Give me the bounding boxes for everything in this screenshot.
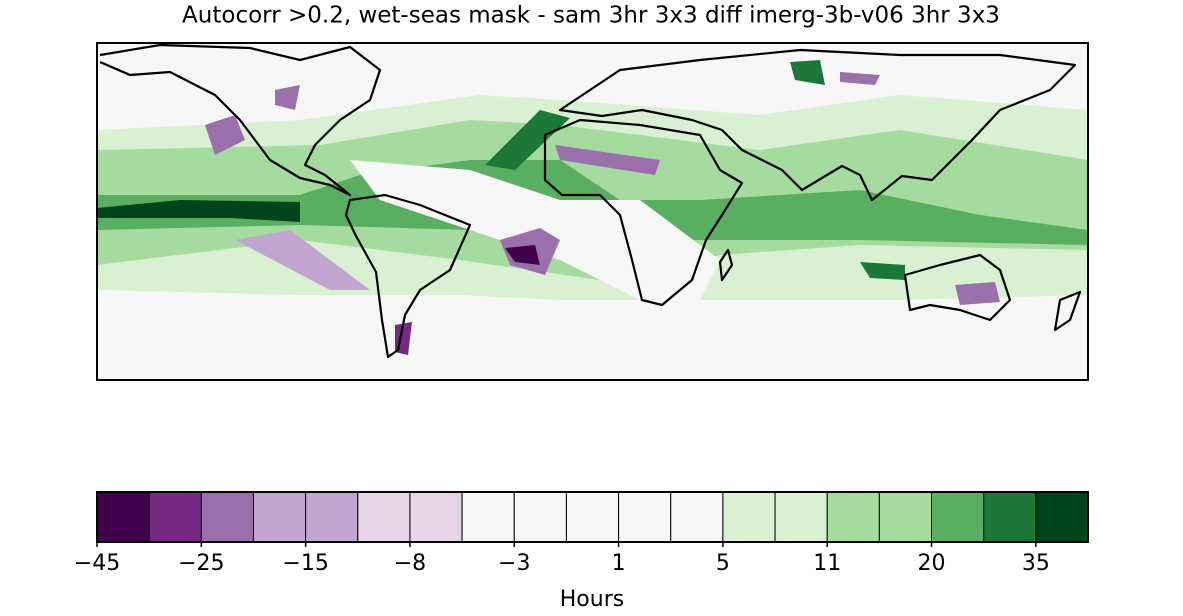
- purple-patch: [840, 72, 880, 85]
- title: Autocorr >0.2, wet-seas mask - sam 3hr 3…: [182, 3, 1000, 29]
- colorbar-box: [565, 491, 620, 543]
- colorbar-tick-label: 5: [716, 551, 730, 576]
- dark-green-patch: [485, 110, 570, 170]
- map-frame: [96, 42, 1089, 381]
- purple-patch: [205, 115, 245, 155]
- colorbar-tick-label: 35: [1022, 551, 1050, 576]
- purple-patch: [275, 85, 300, 110]
- dark-green-patch: [790, 60, 825, 85]
- coastline: [344, 193, 472, 359]
- purple-patch: [235, 230, 370, 290]
- colorbar-box: [774, 491, 828, 543]
- dark-green-patch: [860, 262, 905, 280]
- colorbar-tick-label: −15: [282, 551, 328, 576]
- purple-patch: [555, 145, 660, 175]
- colorbar-frame: [96, 491, 1089, 543]
- colorbar-box: [931, 491, 985, 543]
- colorbar-box: [878, 491, 933, 543]
- colorbar-box: [200, 491, 254, 543]
- colorbar-box: [357, 491, 411, 543]
- colorbar-box: [513, 491, 567, 543]
- colorbar-tick-label: −3: [498, 551, 530, 576]
- colorbar-box: [409, 491, 463, 543]
- colorbar: −45 −25 −15 −8 −3 1 5 11 20 35: [74, 491, 1089, 576]
- purple-patch: [955, 282, 1000, 305]
- colorbar-tick-label: 1: [612, 551, 626, 576]
- colorbar-tick-label: 20: [918, 551, 946, 576]
- colorbar-box: [461, 491, 515, 543]
- colorbar-box: [1035, 491, 1089, 543]
- coastline: [543, 118, 744, 307]
- coastline: [558, 48, 1077, 202]
- colorbar-box: [618, 491, 672, 543]
- colorbar-box: [826, 491, 880, 543]
- colorbar-tick-label: 11: [813, 551, 841, 576]
- colorbar-box: [983, 491, 1037, 543]
- colorbar-tick-label: −25: [178, 551, 224, 576]
- coastline: [903, 253, 1012, 322]
- map: [96, 42, 1089, 381]
- colorbar-box: [670, 491, 724, 543]
- colorbar-box: [148, 491, 202, 543]
- coastline: [99, 43, 382, 197]
- colorbar-tick-label: −45: [74, 551, 120, 576]
- colorbar-tick-label: −8: [394, 551, 426, 576]
- colorbar-box: [722, 491, 776, 543]
- colorbar-box: [252, 491, 307, 543]
- colorbar-box: [96, 491, 150, 543]
- colorbar-label: Hours: [560, 587, 624, 612]
- colorbar-box: [305, 491, 359, 543]
- purple-patch: [505, 245, 540, 265]
- dark-green-patch: [97, 200, 300, 222]
- coastline: [1053, 290, 1082, 332]
- coastline: [718, 248, 734, 282]
